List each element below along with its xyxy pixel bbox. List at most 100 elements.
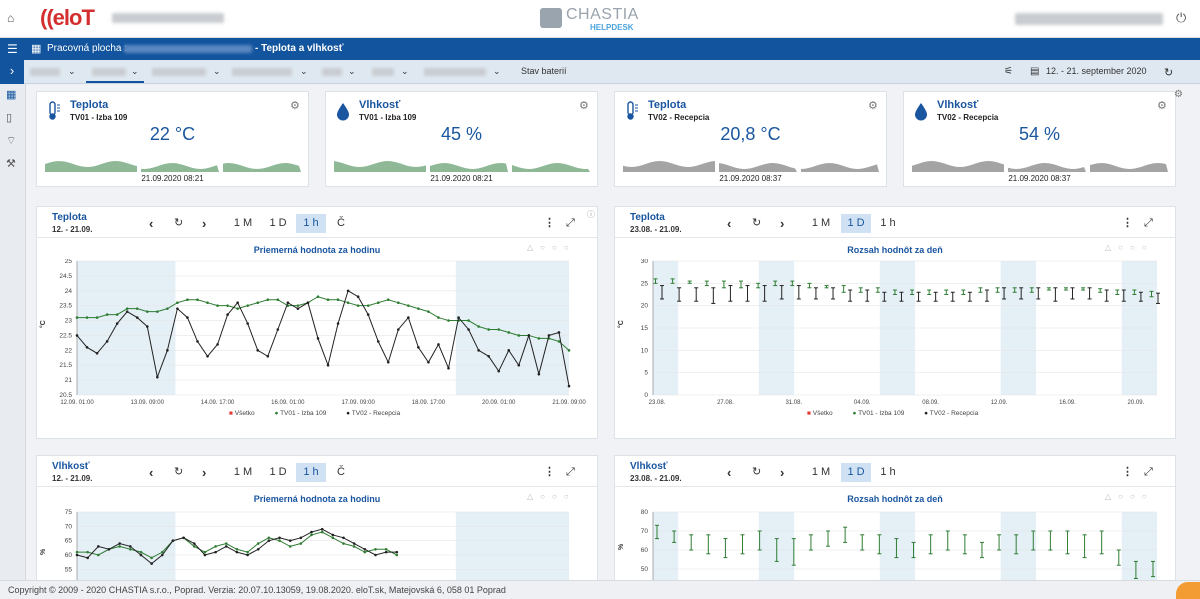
prev-arrow-icon[interactable]: ‹: [727, 465, 732, 480]
reset-icon[interactable]: ↻: [174, 217, 184, 229]
next-arrow-icon[interactable]: ›: [780, 465, 785, 480]
sparkline-segment: [623, 161, 715, 172]
chart-tool-icons[interactable]: △○○○: [1105, 492, 1154, 501]
calendar-icon[interactable]: ▤: [1030, 66, 1040, 77]
range-1d-button[interactable]: 1 D: [841, 214, 871, 233]
help-corner-icon[interactable]: [1176, 582, 1200, 599]
range-1m-button[interactable]: 1 M: [811, 217, 831, 229]
chevron-down-icon[interactable]: ⌄: [68, 66, 76, 76]
more-icon[interactable]: ⋮: [1122, 466, 1133, 478]
legend-s2[interactable]: ● TV02 - Recepcia: [924, 410, 979, 417]
chevron-down-icon[interactable]: ⌄: [213, 66, 221, 76]
more-icon[interactable]: ⋮: [544, 217, 555, 229]
date-range[interactable]: 12. - 21. september 2020: [1046, 66, 1147, 76]
filter-7[interactable]: [424, 68, 486, 76]
range-1d-button[interactable]: 1 D: [269, 217, 287, 229]
next-arrow-icon[interactable]: ›: [780, 216, 785, 231]
range-1m-button[interactable]: 1 M: [233, 466, 253, 478]
range-1h-button[interactable]: 1 h: [296, 463, 326, 482]
range-1h-button[interactable]: 1 h: [880, 466, 896, 478]
prev-arrow-icon[interactable]: ‹: [727, 216, 732, 231]
dashboard-nav-icon[interactable]: ▦: [6, 89, 17, 101]
data-point: [150, 556, 153, 560]
refresh-icon[interactable]: ↻: [1164, 67, 1174, 79]
dashboard-name: [124, 45, 252, 53]
prev-arrow-icon[interactable]: ‹: [149, 216, 154, 231]
legend-s1[interactable]: ● TV01 - Izba 109: [274, 410, 327, 417]
range-1h-button[interactable]: 1 h: [296, 214, 326, 233]
data-point: [160, 553, 164, 557]
app-logo[interactable]: ((eloT: [40, 5, 95, 30]
gear-icon[interactable]: ⚙: [868, 100, 878, 112]
home-icon[interactable]: ⌂: [7, 11, 15, 25]
menu-icon[interactable]: ☰: [7, 42, 18, 56]
filter-3[interactable]: [152, 68, 206, 76]
data-point: [326, 363, 330, 367]
fullscreen-icon[interactable]: ⤢: [566, 466, 575, 478]
data-point: [226, 313, 229, 316]
range-1m-button[interactable]: 1 M: [233, 217, 253, 229]
gear-icon[interactable]: ⚙: [579, 100, 589, 112]
chart-tool-icons[interactable]: △○○○: [527, 492, 576, 501]
info-icon[interactable]: ⓘ: [587, 210, 595, 219]
kpi-card[interactable]: Teplota TV01 - Izba 109 22 °C 21.09.2020…: [36, 91, 309, 187]
fullscreen-icon[interactable]: ⤢: [1144, 217, 1153, 229]
data-point: [296, 307, 300, 310]
data-point: [276, 298, 280, 302]
gear-icon[interactable]: ⚙: [1157, 100, 1167, 112]
chart-tool-icons[interactable]: △○○○: [527, 243, 576, 252]
chevron-down-icon[interactable]: ⌄: [348, 66, 356, 76]
range-1m-button[interactable]: 1 M: [811, 466, 831, 478]
signal-icon[interactable]: ⌔: [6, 135, 17, 147]
x-tick-label: 16.09.: [1059, 400, 1076, 406]
data-point: [288, 545, 292, 548]
filter-5[interactable]: [322, 68, 342, 76]
y-tick-label: 25: [65, 259, 73, 265]
fullscreen-icon[interactable]: ⤢: [566, 217, 575, 229]
next-arrow-icon[interactable]: ›: [202, 216, 207, 231]
y-tick-label: 70: [65, 523, 73, 530]
range-c-button[interactable]: Č: [337, 466, 345, 478]
chevron-down-icon[interactable]: ⌄: [401, 66, 409, 76]
data-point: [236, 301, 239, 304]
reset-icon[interactable]: ↻: [752, 217, 762, 229]
gear-icon[interactable]: ⚙: [290, 100, 300, 112]
legend-all[interactable]: ■ Všetko: [807, 410, 833, 417]
next-arrow-icon[interactable]: ›: [202, 465, 207, 480]
wrench-icon[interactable]: ⚒: [6, 158, 16, 170]
layout-gear-icon[interactable]: ⚙: [1174, 89, 1183, 100]
range-1d-button[interactable]: 1 D: [269, 466, 287, 478]
nav-bar: ☰ ▦ Pracovná plocha : - Teplota a vlhkos…: [0, 38, 1200, 60]
filter-1[interactable]: [30, 68, 60, 76]
legend-all[interactable]: ■ Všetko: [229, 410, 255, 417]
filter-2[interactable]: [92, 68, 126, 76]
range-1h-button[interactable]: 1 h: [880, 217, 896, 229]
kpi-card[interactable]: Teplota TV02 - Recepcia 20,8 °C 21.09.20…: [614, 91, 887, 187]
chevron-down-icon[interactable]: ⌄: [131, 66, 139, 76]
reset-icon[interactable]: ↻: [174, 466, 184, 478]
chart-tool-icons[interactable]: △○○○: [1105, 243, 1154, 252]
power-icon[interactable]: ⏻: [1176, 10, 1187, 25]
expand-icon[interactable]: ›: [0, 60, 24, 84]
data-point: [203, 553, 207, 557]
kpi-card[interactable]: Vlhkosť TV01 - Izba 109 45 % 21.09.2020 …: [325, 91, 598, 187]
reset-icon[interactable]: ↻: [752, 466, 762, 478]
document-icon[interactable]: ▯: [6, 112, 13, 124]
prev-arrow-icon[interactable]: ‹: [149, 465, 154, 480]
kpi-card[interactable]: Vlhkosť TV02 - Recepcia 54 % 21.09.2020 …: [903, 91, 1176, 187]
filter-4[interactable]: [232, 68, 292, 76]
filter-6[interactable]: [372, 68, 394, 76]
brand-name: CHASTIA: [566, 6, 639, 23]
chart-settings-icon[interactable]: ⚟: [1004, 66, 1013, 77]
range-c-button[interactable]: Č: [337, 217, 345, 229]
battery-status-link[interactable]: Stav baterií: [521, 66, 567, 76]
more-icon[interactable]: ⋮: [544, 466, 555, 478]
range-1d-button[interactable]: 1 D: [841, 463, 871, 482]
more-icon[interactable]: ⋮: [1122, 217, 1133, 229]
chevron-down-icon[interactable]: ⌄: [493, 66, 501, 76]
chevron-down-icon[interactable]: ⌄: [300, 66, 308, 76]
legend-s1[interactable]: ● TV01 - Izba 109: [852, 410, 905, 417]
fullscreen-icon[interactable]: ⤢: [1144, 466, 1153, 478]
sparkline-segment: [1090, 163, 1168, 172]
legend-s2[interactable]: ● TV02 - Recepcia: [346, 410, 401, 417]
